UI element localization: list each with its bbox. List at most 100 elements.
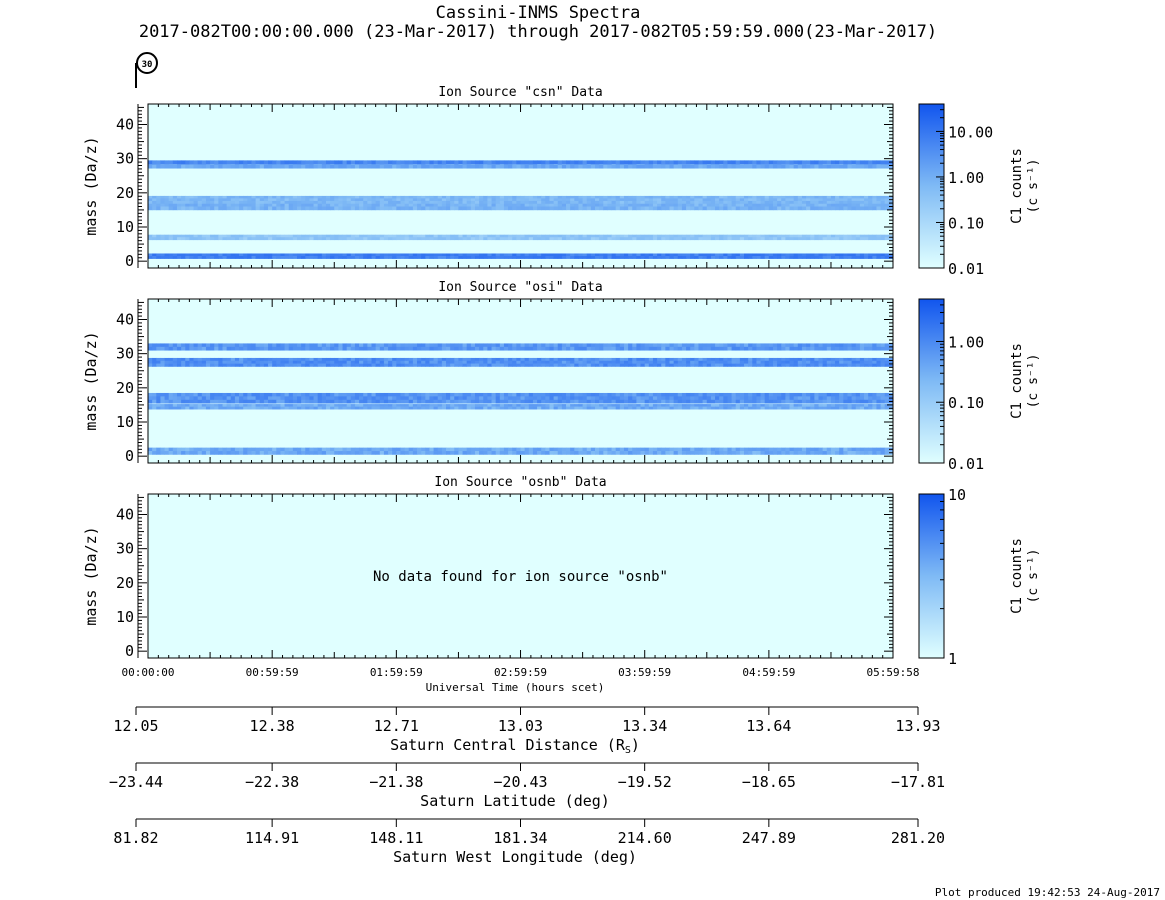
- heatmap-cell: [243, 447, 248, 452]
- heatmap-cell: [706, 203, 712, 207]
- heatmap-cell: [781, 164, 786, 169]
- heatmap-cell: [429, 198, 434, 202]
- heatmap-cell: [152, 160, 157, 165]
- heatmap-cell: [847, 234, 853, 238]
- heatmap-cell: [793, 360, 799, 364]
- heatmap-cell: [789, 406, 795, 410]
- heatmap-cell: [474, 360, 480, 364]
- heatmap-cell: [433, 198, 439, 202]
- heatmap-cell: [603, 195, 608, 199]
- heatmap-cell: [557, 206, 563, 211]
- heatmap-cell: [884, 195, 890, 199]
- heatmap-cell: [810, 160, 815, 165]
- heatmap-cell: [826, 346, 832, 351]
- heatmap-cell: [375, 396, 381, 401]
- heatmap-cell: [160, 451, 165, 455]
- heatmap-cell: [234, 357, 240, 362]
- heatmap-cell: [756, 164, 761, 169]
- heatmap-cell: [806, 392, 811, 397]
- heatmap-cell: [334, 256, 339, 259]
- heatmap-cell: [607, 392, 612, 397]
- heatmap-cell: [574, 160, 579, 165]
- heatmap-cell: [433, 357, 439, 362]
- heatmap-cell: [297, 451, 302, 455]
- heatmap-cell: [835, 357, 840, 362]
- heatmap-cell: [752, 234, 757, 238]
- heatmap-cell: [288, 404, 294, 407]
- heatmap-cell: [859, 203, 865, 207]
- heatmap-cell: [284, 392, 290, 397]
- heatmap-cell: [640, 198, 646, 202]
- heatmap-cell: [292, 447, 298, 452]
- heatmap-cell: [644, 343, 650, 348]
- heatmap-cell: [752, 392, 757, 397]
- heatmap-cell: [694, 451, 699, 455]
- heatmap-cell: [847, 396, 853, 401]
- heatmap-cell: [855, 447, 861, 452]
- heatmap-cell: [354, 357, 360, 362]
- heatmap-cell: [561, 206, 567, 211]
- heatmap-cell: [789, 404, 795, 407]
- heatmap-cell: [350, 396, 356, 401]
- heatmap-cell: [325, 160, 331, 165]
- heatmap-cell: [669, 404, 675, 407]
- heatmap-cell: [437, 237, 443, 241]
- heatmap-cell: [375, 343, 381, 348]
- heatmap-cell: [640, 346, 646, 351]
- heatmap-cell: [632, 396, 637, 401]
- heatmap-cell: [479, 447, 484, 452]
- heatmap-cell: [152, 396, 157, 401]
- heatmap-cell: [698, 357, 704, 362]
- heatmap-cell: [321, 346, 327, 351]
- heatmap-cell: [859, 200, 865, 204]
- heatmap-cell: [454, 392, 459, 397]
- heatmap-cell: [234, 406, 240, 410]
- heatmap-cell: [793, 406, 799, 410]
- heatmap-cell: [388, 343, 393, 348]
- heatmap-cell: [243, 399, 248, 404]
- heatmap-cell: [739, 399, 745, 404]
- heatmap-cell: [739, 357, 745, 362]
- heatmap-cell: [487, 396, 492, 401]
- heatmap-cell: [872, 237, 877, 241]
- heatmap-cell: [744, 404, 749, 407]
- heatmap-cell: [433, 164, 439, 169]
- heatmap-cell: [499, 399, 505, 404]
- heatmap-cell: [839, 200, 844, 204]
- heatmap-cell: [317, 198, 323, 202]
- heatmap-cell: [623, 160, 629, 165]
- heatmap-cell: [607, 399, 612, 404]
- heatmap-cell: [218, 447, 223, 452]
- heatmap-cell: [205, 256, 211, 259]
- heatmap-cell: [561, 253, 567, 257]
- heatmap-cell: [793, 396, 799, 401]
- heatmap-cell: [197, 200, 203, 204]
- heatmap-cell: [421, 447, 426, 452]
- heatmap-cell: [243, 256, 248, 259]
- heatmap-cell: [607, 256, 612, 259]
- heatmap-cell: [632, 447, 637, 452]
- heatmap-cell: [640, 200, 646, 204]
- heatmap-cell: [503, 357, 509, 362]
- heatmap-cell: [574, 451, 579, 455]
- heatmap-cell: [392, 256, 397, 259]
- heatmap-cell: [561, 363, 567, 367]
- heatmap-cell: [590, 406, 596, 410]
- heatmap-cell: [301, 206, 306, 211]
- heatmap-cell: [723, 200, 728, 204]
- heatmap-cell: [288, 256, 294, 259]
- heatmap-cell: [797, 206, 803, 211]
- heatmap-cell: [532, 343, 538, 348]
- heatmap-cell: [458, 195, 463, 199]
- heatmap-cell: [756, 253, 761, 257]
- heatmap-cell: [665, 451, 670, 455]
- heatmap-cell: [657, 447, 662, 452]
- heatmap-cell: [255, 160, 261, 165]
- heatmap-cell: [557, 237, 563, 241]
- heatmap-cell: [251, 451, 257, 455]
- heatmap-cell: [330, 200, 335, 204]
- heatmap-cell: [400, 447, 406, 452]
- heatmap-cell: [673, 203, 679, 207]
- heatmap-cell: [516, 343, 521, 348]
- heatmap-cell: [677, 392, 683, 397]
